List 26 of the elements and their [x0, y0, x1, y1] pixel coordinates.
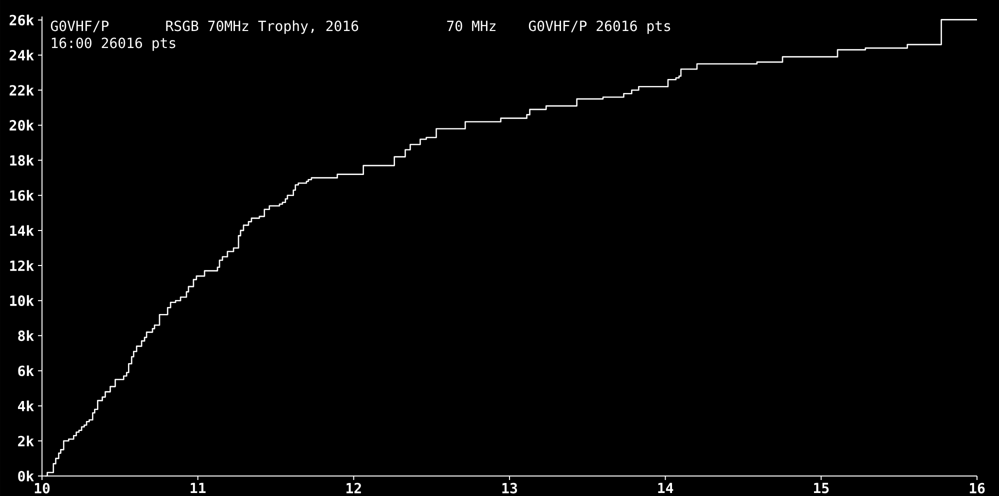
y-tick-label: 20k: [10, 120, 34, 131]
y-tick-label: 8k: [18, 330, 34, 342]
y-tick-label: 12k: [10, 260, 34, 271]
y-tick-label: 4k: [18, 400, 34, 412]
annotation: G0VHF/P: [50, 20, 109, 32]
x-tick-label: 13: [502, 482, 518, 494]
x-tick-label: 16: [970, 482, 985, 494]
x-tick-label: 12: [346, 482, 361, 494]
y-tick-label: 14k: [10, 225, 34, 236]
y-tick-label: 16k: [10, 190, 34, 201]
annotation: G0VHF/P 26016 pts: [528, 20, 670, 34]
chart-title: RSGB 70MHz Trophy, 2016: [166, 20, 358, 34]
annotation: 16:00 26016 pts: [52, 38, 176, 51]
x-tick-label: 15: [814, 482, 829, 494]
x-tick-label: 14: [658, 482, 674, 494]
y-tick-label: 18k: [10, 154, 34, 166]
y-tick-label: 2k: [18, 436, 34, 446]
x-tick-label: 10: [34, 482, 50, 494]
x-tick-label: 11: [190, 482, 206, 494]
y-tick-label: 24k: [10, 50, 34, 60]
y-tick-label: 26k: [10, 14, 34, 26]
y-tick-label: 0k: [18, 470, 34, 482]
y-tick-label: 6k: [18, 365, 34, 376]
y-tick-label: 22k: [10, 84, 34, 96]
y-tick-label: 10k: [10, 295, 34, 306]
annotation: 70 MHz: [447, 20, 496, 32]
